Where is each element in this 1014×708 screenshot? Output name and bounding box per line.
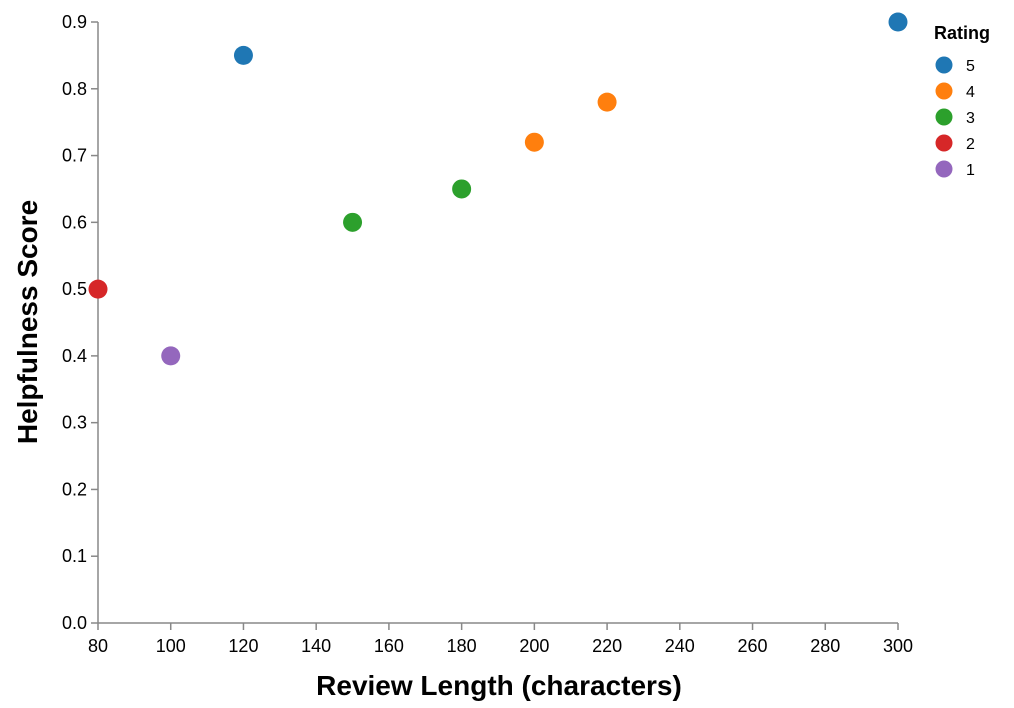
x-tick-label: 200 <box>519 636 549 656</box>
legend-swatch <box>935 56 953 74</box>
legend-label: 5 <box>966 58 975 75</box>
y-tick-label: 0.3 <box>62 413 87 433</box>
y-tick-label: 0.0 <box>62 613 87 633</box>
y-tick-label: 0.8 <box>62 79 87 99</box>
y-tick-label: 0.6 <box>62 212 87 232</box>
y-tick-label: 0.1 <box>62 546 87 566</box>
data-point <box>888 12 908 32</box>
x-tick-label: 180 <box>447 636 477 656</box>
legend-swatch <box>935 82 953 100</box>
x-tick-label: 80 <box>88 636 108 656</box>
data-point <box>343 212 363 232</box>
x-axis-title: Review Length (characters) <box>316 670 682 701</box>
x-tick-label: 280 <box>810 636 840 656</box>
y-tick-label: 0.7 <box>62 146 87 166</box>
y-tick-label: 0.2 <box>62 479 87 499</box>
x-tick-label: 240 <box>665 636 695 656</box>
data-points <box>88 12 908 366</box>
x-tick-label: 220 <box>592 636 622 656</box>
data-point <box>233 45 253 65</box>
y-axis-title: Helpfulness Score <box>12 200 43 444</box>
x-tick-label: 300 <box>883 636 913 656</box>
data-point <box>88 279 108 299</box>
y-tick-label: 0.4 <box>62 346 87 366</box>
legend-label: 1 <box>966 162 975 179</box>
x-tick-label: 140 <box>301 636 331 656</box>
legend-title: Rating <box>934 23 990 43</box>
legend-label: 3 <box>966 110 975 127</box>
data-point <box>452 179 472 199</box>
x-tick-label: 120 <box>228 636 258 656</box>
legend-label: 2 <box>966 136 975 153</box>
legend: Rating 5 4 3 2 1 <box>934 23 990 179</box>
legend-swatch <box>935 134 953 152</box>
data-point <box>161 346 181 366</box>
y-tick-label: 0.9 <box>62 12 87 32</box>
y-axis: 0.0 0.1 0.2 0.3 0.4 0.5 0.6 0.7 0.8 0.9 <box>62 12 99 633</box>
legend-swatch <box>935 108 953 126</box>
data-point <box>597 92 617 112</box>
data-point <box>524 132 544 152</box>
x-tick-label: 260 <box>738 636 768 656</box>
legend-swatch <box>935 160 953 178</box>
y-tick-label: 0.5 <box>62 279 87 299</box>
x-axis: 80 100 120 140 160 180 200 220 240 260 280 300 <box>88 622 913 656</box>
legend-label: 4 <box>966 84 975 101</box>
x-tick-label: 100 <box>156 636 186 656</box>
x-tick-label: 160 <box>374 636 404 656</box>
